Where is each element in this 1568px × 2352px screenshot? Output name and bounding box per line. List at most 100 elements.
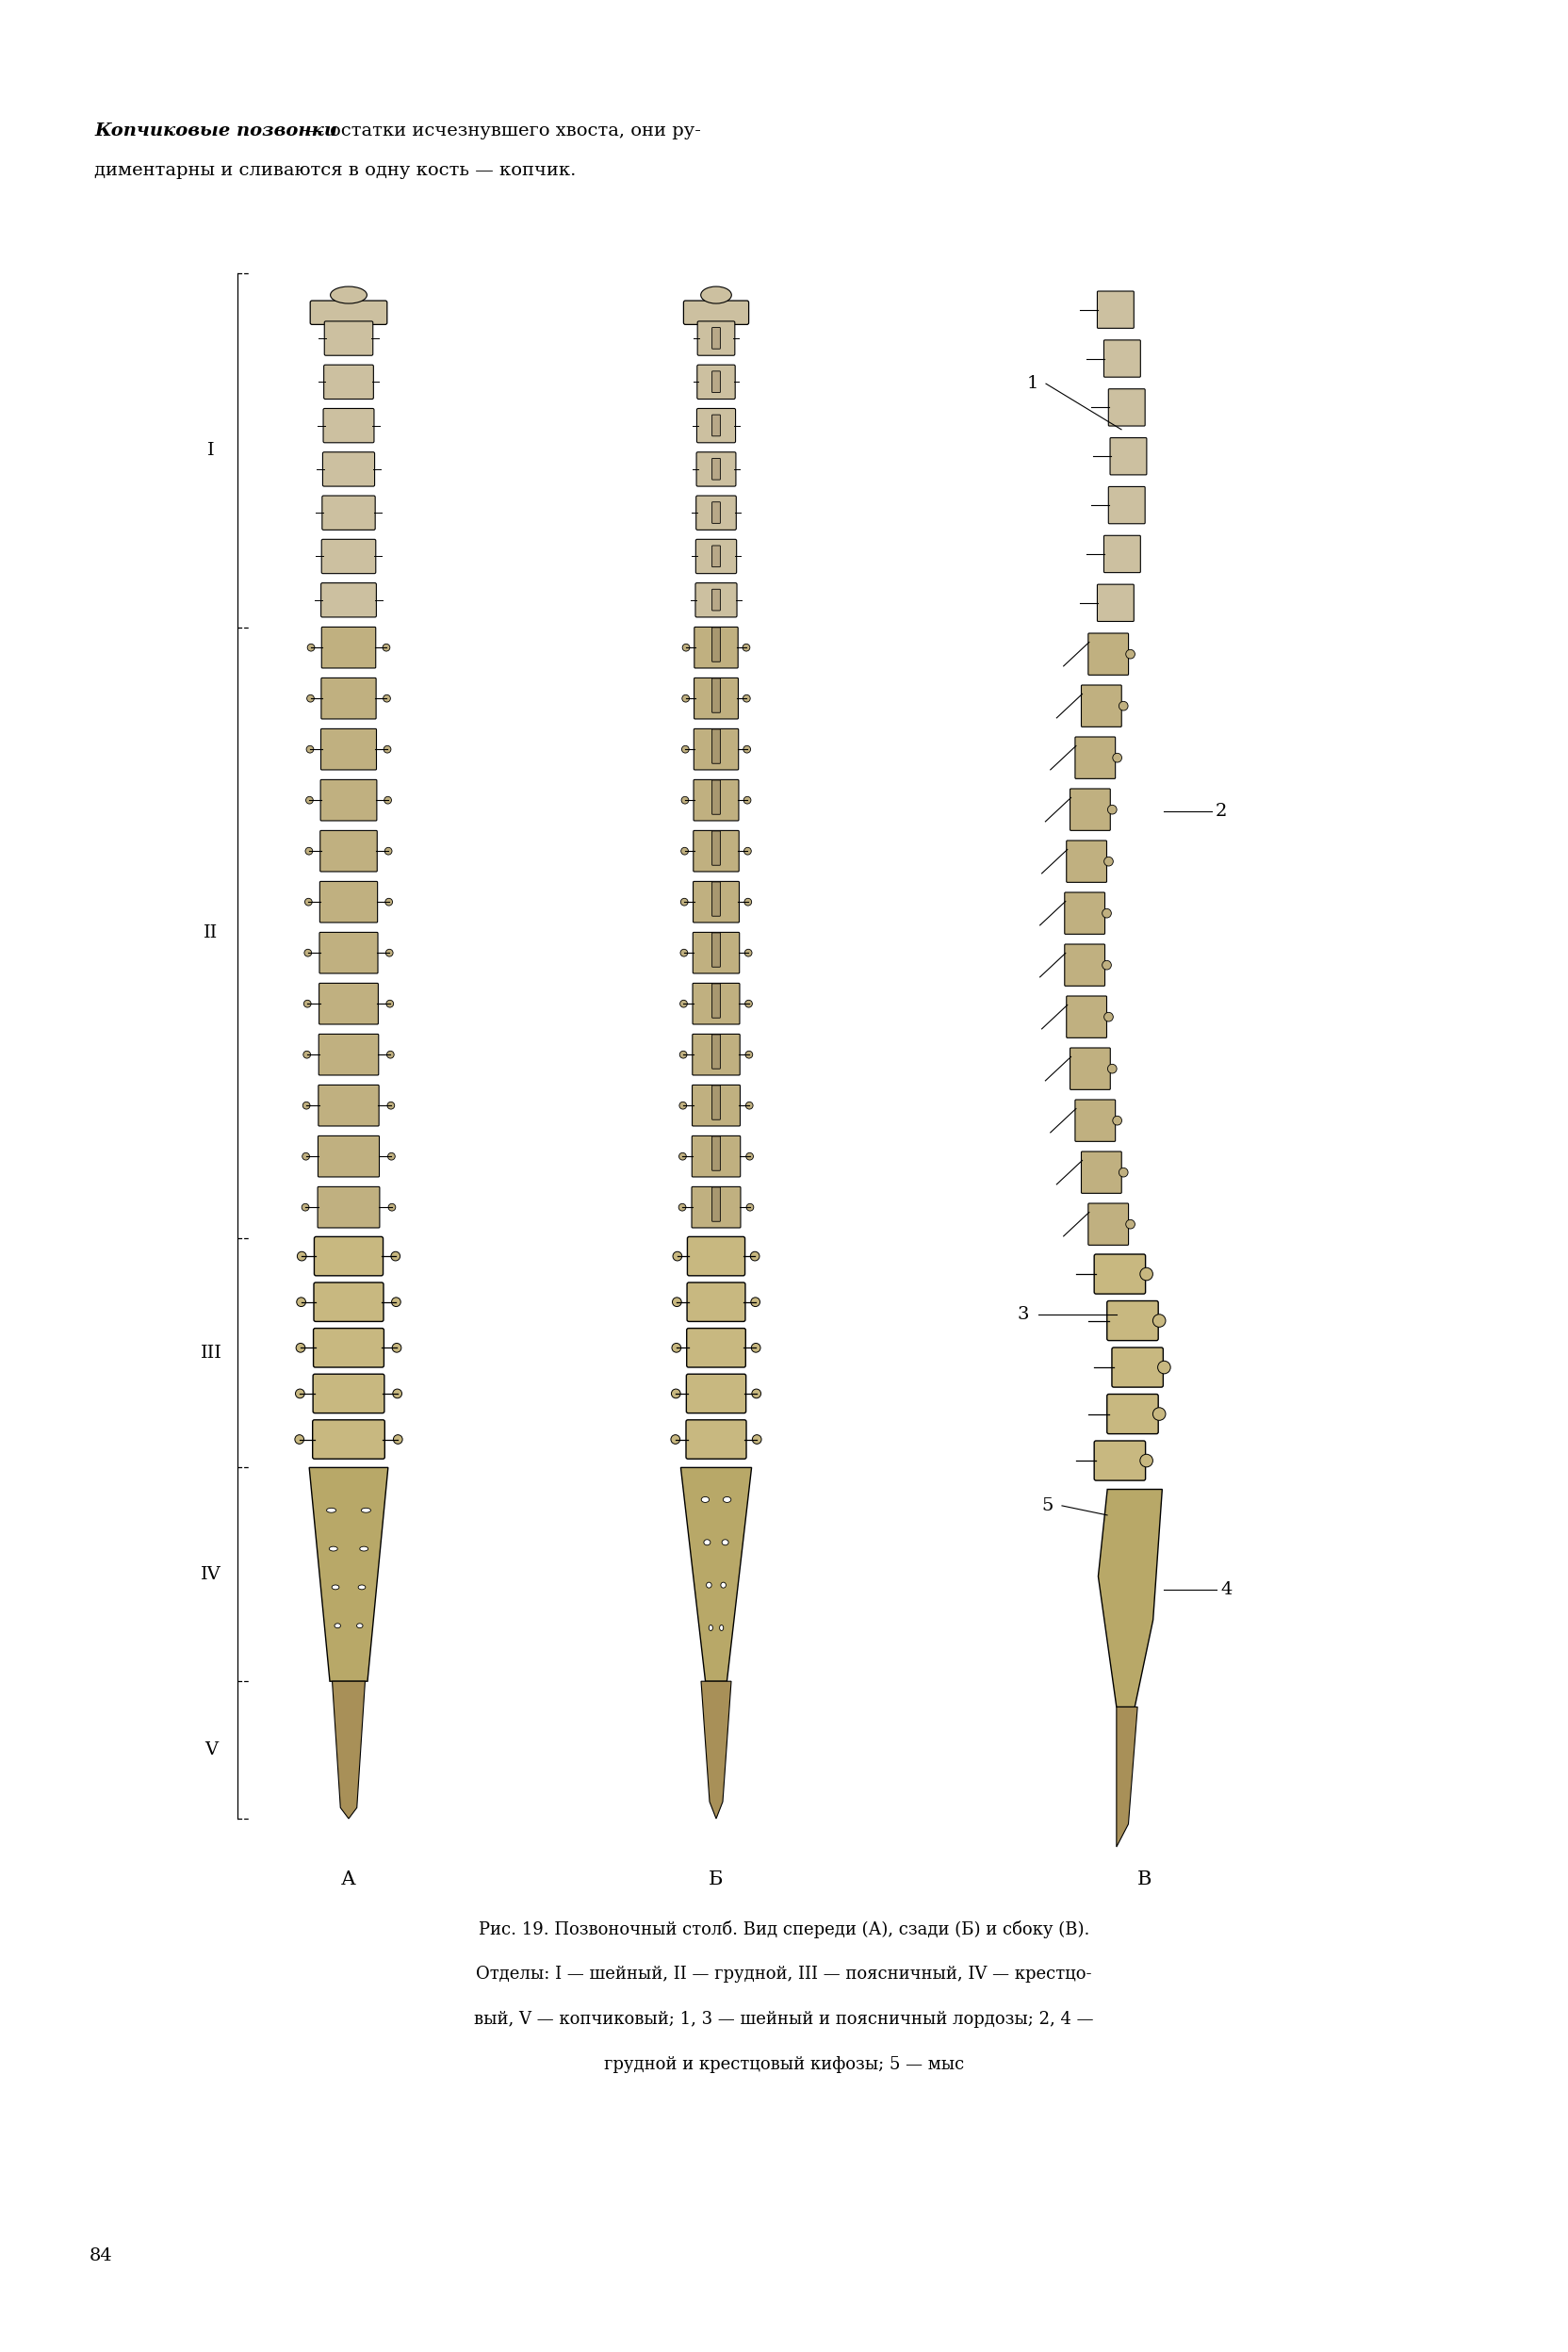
FancyBboxPatch shape (323, 409, 375, 442)
Circle shape (743, 746, 751, 753)
Circle shape (295, 1390, 304, 1397)
FancyBboxPatch shape (698, 365, 735, 400)
Text: 1: 1 (1027, 376, 1038, 393)
FancyBboxPatch shape (1109, 487, 1145, 524)
FancyBboxPatch shape (684, 301, 750, 325)
Circle shape (390, 1251, 400, 1261)
Circle shape (1120, 701, 1127, 710)
FancyBboxPatch shape (321, 628, 376, 668)
FancyBboxPatch shape (321, 583, 376, 616)
Circle shape (1152, 1406, 1165, 1421)
Circle shape (682, 797, 688, 804)
FancyBboxPatch shape (712, 677, 720, 713)
FancyBboxPatch shape (321, 677, 376, 720)
FancyBboxPatch shape (693, 931, 740, 974)
FancyBboxPatch shape (712, 1136, 720, 1171)
FancyBboxPatch shape (1088, 633, 1129, 675)
Circle shape (1107, 1063, 1116, 1073)
Circle shape (679, 1101, 687, 1110)
FancyBboxPatch shape (712, 459, 720, 480)
Circle shape (1126, 1221, 1135, 1228)
FancyBboxPatch shape (712, 590, 720, 612)
FancyBboxPatch shape (1069, 788, 1110, 830)
FancyBboxPatch shape (314, 1282, 384, 1322)
Text: — остатки исчезнувшего хвоста, они ру-: — остатки исчезнувшего хвоста, они ру- (299, 122, 701, 139)
FancyBboxPatch shape (321, 729, 376, 769)
FancyBboxPatch shape (696, 496, 737, 529)
FancyBboxPatch shape (1104, 341, 1140, 376)
FancyBboxPatch shape (318, 1035, 378, 1075)
Circle shape (679, 1152, 687, 1160)
Text: А: А (342, 1870, 356, 1889)
Text: IV: IV (201, 1566, 221, 1583)
Circle shape (1107, 804, 1116, 814)
FancyBboxPatch shape (693, 779, 739, 821)
Circle shape (394, 1435, 403, 1444)
Circle shape (387, 1051, 394, 1058)
FancyBboxPatch shape (712, 882, 720, 917)
Polygon shape (701, 1682, 731, 1818)
Ellipse shape (326, 1508, 336, 1512)
Circle shape (307, 694, 314, 703)
Circle shape (387, 1101, 395, 1110)
FancyBboxPatch shape (691, 1084, 740, 1127)
Circle shape (682, 746, 688, 753)
Circle shape (671, 1435, 681, 1444)
Ellipse shape (701, 1496, 709, 1503)
FancyBboxPatch shape (687, 1237, 745, 1275)
Circle shape (745, 898, 751, 906)
Circle shape (392, 1390, 401, 1397)
Text: 5: 5 (1041, 1498, 1052, 1515)
Circle shape (301, 1204, 309, 1211)
FancyBboxPatch shape (712, 934, 720, 967)
FancyBboxPatch shape (712, 983, 720, 1018)
Text: V: V (204, 1740, 218, 1759)
FancyBboxPatch shape (318, 983, 378, 1023)
FancyBboxPatch shape (712, 729, 720, 764)
Circle shape (743, 847, 751, 854)
FancyBboxPatch shape (712, 327, 720, 348)
Circle shape (673, 1298, 682, 1308)
Text: В: В (1138, 1870, 1152, 1889)
Circle shape (679, 1204, 685, 1211)
Text: 3: 3 (1018, 1305, 1030, 1324)
Text: вый, V — копчиковый; 1, 3 — шейный и поясничный лордозы; 2, 4 —: вый, V — копчиковый; 1, 3 — шейный и поя… (474, 2011, 1094, 2027)
Ellipse shape (334, 1623, 340, 1628)
FancyBboxPatch shape (687, 1374, 746, 1414)
Circle shape (295, 1435, 304, 1444)
Circle shape (296, 1343, 306, 1352)
Circle shape (745, 1051, 753, 1058)
Circle shape (746, 1204, 754, 1211)
Ellipse shape (709, 1625, 713, 1630)
Text: Б: Б (709, 1870, 723, 1889)
Circle shape (1113, 753, 1121, 762)
Polygon shape (681, 1468, 751, 1682)
Circle shape (743, 644, 750, 652)
FancyBboxPatch shape (693, 1035, 740, 1075)
Circle shape (386, 1000, 394, 1007)
Circle shape (303, 1051, 310, 1058)
FancyBboxPatch shape (1112, 1348, 1163, 1388)
Text: диментарны и сливаются в одну кость — копчик.: диментарны и сливаются в одну кость — ко… (94, 162, 575, 179)
FancyBboxPatch shape (1076, 736, 1115, 779)
FancyBboxPatch shape (693, 882, 739, 922)
Ellipse shape (331, 287, 367, 303)
FancyBboxPatch shape (1109, 388, 1145, 426)
Text: 4: 4 (1220, 1581, 1232, 1597)
Text: грудной и крестцовый кифозы; 5 — мыс: грудной и крестцовый кифозы; 5 — мыс (604, 2056, 964, 2072)
FancyBboxPatch shape (1069, 1049, 1110, 1089)
Ellipse shape (332, 1585, 339, 1590)
Circle shape (1120, 1169, 1127, 1176)
Circle shape (392, 1298, 401, 1308)
FancyBboxPatch shape (310, 301, 387, 325)
Circle shape (306, 797, 314, 804)
FancyBboxPatch shape (320, 779, 376, 821)
Ellipse shape (721, 1583, 726, 1588)
FancyBboxPatch shape (1065, 891, 1105, 934)
FancyBboxPatch shape (320, 882, 378, 922)
FancyBboxPatch shape (320, 830, 378, 873)
Ellipse shape (356, 1623, 362, 1628)
FancyBboxPatch shape (712, 414, 720, 435)
FancyBboxPatch shape (1065, 943, 1105, 985)
FancyBboxPatch shape (318, 1136, 379, 1176)
